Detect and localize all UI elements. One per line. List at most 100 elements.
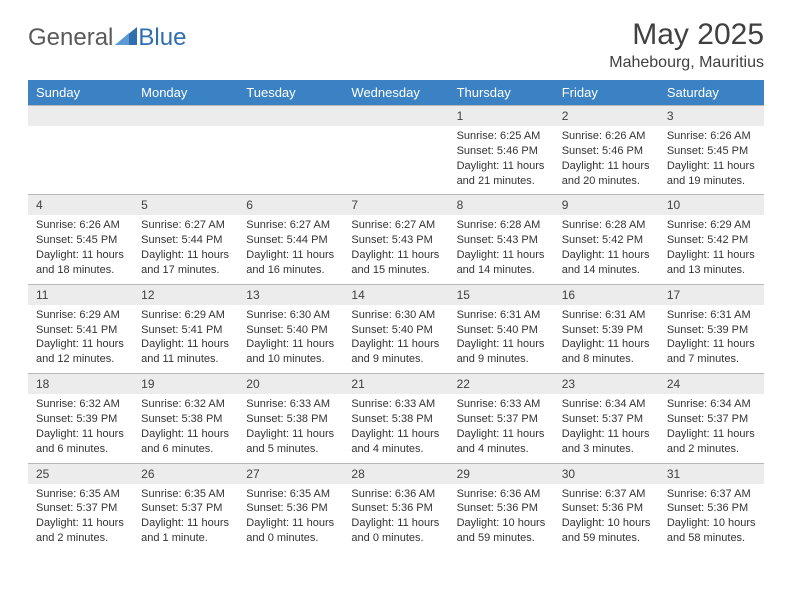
- day-number-cell: 20: [238, 374, 343, 395]
- daylight-line: Daylight: 11 hours and 4 minutes.: [457, 427, 546, 457]
- daynum-row: 123: [28, 106, 764, 127]
- sunset-line: Sunset: 5:37 PM: [141, 501, 230, 516]
- sunset-line: Sunset: 5:36 PM: [457, 501, 546, 516]
- sunrise-line: Sunrise: 6:35 AM: [141, 487, 230, 502]
- sunrise-line: Sunrise: 6:31 AM: [562, 308, 651, 323]
- sunset-line: Sunset: 5:43 PM: [351, 233, 440, 248]
- day-number-cell: 30: [554, 463, 659, 484]
- daylight-line: Daylight: 11 hours and 7 minutes.: [667, 337, 756, 367]
- sunrise-line: Sunrise: 6:30 AM: [351, 308, 440, 323]
- daylight-line: Daylight: 11 hours and 9 minutes.: [351, 337, 440, 367]
- day-number-cell: [343, 106, 448, 127]
- day-number-cell: 9: [554, 195, 659, 216]
- sunset-line: Sunset: 5:40 PM: [351, 323, 440, 338]
- sunrise-line: Sunrise: 6:26 AM: [36, 218, 125, 233]
- day-number-cell: 27: [238, 463, 343, 484]
- day-detail-cell: Sunrise: 6:31 AMSunset: 5:40 PMDaylight:…: [449, 305, 554, 374]
- sunrise-line: Sunrise: 6:29 AM: [667, 218, 756, 233]
- sunrise-line: Sunrise: 6:35 AM: [246, 487, 335, 502]
- weekday-header: Sunday: [28, 80, 133, 106]
- logo-text-blue: Blue: [138, 24, 186, 52]
- sunrise-line: Sunrise: 6:26 AM: [667, 129, 756, 144]
- sunrise-line: Sunrise: 6:36 AM: [351, 487, 440, 502]
- day-number-cell: 15: [449, 284, 554, 305]
- day-detail-cell: Sunrise: 6:30 AMSunset: 5:40 PMDaylight:…: [238, 305, 343, 374]
- calendar-body: 123 Sunrise: 6:25 AMSunset: 5:46 PMDayli…: [28, 106, 764, 552]
- sunrise-line: Sunrise: 6:33 AM: [351, 397, 440, 412]
- sunrise-line: Sunrise: 6:36 AM: [457, 487, 546, 502]
- day-detail-cell: Sunrise: 6:36 AMSunset: 5:36 PMDaylight:…: [343, 484, 448, 552]
- weekday-header-row: Sunday Monday Tuesday Wednesday Thursday…: [28, 80, 764, 106]
- sunset-line: Sunset: 5:40 PM: [457, 323, 546, 338]
- day-detail-cell: Sunrise: 6:29 AMSunset: 5:41 PMDaylight:…: [28, 305, 133, 374]
- sunset-line: Sunset: 5:37 PM: [36, 501, 125, 516]
- daylight-line: Daylight: 11 hours and 13 minutes.: [667, 248, 756, 278]
- weekday-header: Friday: [554, 80, 659, 106]
- daylight-line: Daylight: 11 hours and 3 minutes.: [562, 427, 651, 457]
- daylight-line: Daylight: 11 hours and 19 minutes.: [667, 159, 756, 189]
- logo: General Blue: [28, 18, 186, 52]
- daylight-line: Daylight: 11 hours and 12 minutes.: [36, 337, 125, 367]
- day-number-cell: [133, 106, 238, 127]
- sunrise-line: Sunrise: 6:30 AM: [246, 308, 335, 323]
- day-number-cell: 22: [449, 374, 554, 395]
- daylight-line: Daylight: 11 hours and 8 minutes.: [562, 337, 651, 367]
- day-number-cell: 25: [28, 463, 133, 484]
- day-detail-cell: Sunrise: 6:32 AMSunset: 5:39 PMDaylight:…: [28, 394, 133, 463]
- sunset-line: Sunset: 5:42 PM: [667, 233, 756, 248]
- day-detail-cell: Sunrise: 6:25 AMSunset: 5:46 PMDaylight:…: [449, 126, 554, 195]
- day-number-cell: 12: [133, 284, 238, 305]
- day-number-cell: 11: [28, 284, 133, 305]
- sunset-line: Sunset: 5:45 PM: [667, 144, 756, 159]
- day-number-cell: 24: [659, 374, 764, 395]
- day-detail-cell: Sunrise: 6:35 AMSunset: 5:37 PMDaylight:…: [133, 484, 238, 552]
- sunset-line: Sunset: 5:40 PM: [246, 323, 335, 338]
- detail-row: Sunrise: 6:25 AMSunset: 5:46 PMDaylight:…: [28, 126, 764, 195]
- day-number-cell: 7: [343, 195, 448, 216]
- daylight-line: Daylight: 11 hours and 0 minutes.: [351, 516, 440, 546]
- detail-row: Sunrise: 6:32 AMSunset: 5:39 PMDaylight:…: [28, 394, 764, 463]
- day-detail-cell: Sunrise: 6:29 AMSunset: 5:42 PMDaylight:…: [659, 215, 764, 284]
- day-detail-cell: Sunrise: 6:37 AMSunset: 5:36 PMDaylight:…: [554, 484, 659, 552]
- day-number-cell: 19: [133, 374, 238, 395]
- location: Mahebourg, Mauritius: [609, 54, 764, 72]
- sunrise-line: Sunrise: 6:33 AM: [246, 397, 335, 412]
- sunrise-line: Sunrise: 6:35 AM: [36, 487, 125, 502]
- day-detail-cell: Sunrise: 6:37 AMSunset: 5:36 PMDaylight:…: [659, 484, 764, 552]
- day-detail-cell: Sunrise: 6:27 AMSunset: 5:44 PMDaylight:…: [238, 215, 343, 284]
- daylight-line: Daylight: 11 hours and 5 minutes.: [246, 427, 335, 457]
- day-number-cell: [238, 106, 343, 127]
- daylight-line: Daylight: 10 hours and 59 minutes.: [457, 516, 546, 546]
- day-detail-cell: [238, 126, 343, 195]
- sunset-line: Sunset: 5:36 PM: [351, 501, 440, 516]
- sunset-line: Sunset: 5:46 PM: [457, 144, 546, 159]
- daylight-line: Daylight: 11 hours and 14 minutes.: [562, 248, 651, 278]
- day-number-cell: 8: [449, 195, 554, 216]
- day-detail-cell: Sunrise: 6:30 AMSunset: 5:40 PMDaylight:…: [343, 305, 448, 374]
- sunset-line: Sunset: 5:38 PM: [141, 412, 230, 427]
- day-detail-cell: Sunrise: 6:27 AMSunset: 5:44 PMDaylight:…: [133, 215, 238, 284]
- sunset-line: Sunset: 5:41 PM: [141, 323, 230, 338]
- daylight-line: Daylight: 11 hours and 21 minutes.: [457, 159, 546, 189]
- sunset-line: Sunset: 5:37 PM: [457, 412, 546, 427]
- sunrise-line: Sunrise: 6:29 AM: [141, 308, 230, 323]
- day-detail-cell: [28, 126, 133, 195]
- sunset-line: Sunset: 5:45 PM: [36, 233, 125, 248]
- daylight-line: Daylight: 11 hours and 11 minutes.: [141, 337, 230, 367]
- sunset-line: Sunset: 5:36 PM: [246, 501, 335, 516]
- header: General Blue May 2025 Mahebourg, Mauriti…: [28, 18, 764, 72]
- day-detail-cell: Sunrise: 6:26 AMSunset: 5:45 PMDaylight:…: [659, 126, 764, 195]
- sunset-line: Sunset: 5:39 PM: [667, 323, 756, 338]
- daylight-line: Daylight: 11 hours and 0 minutes.: [246, 516, 335, 546]
- daynum-row: 45678910: [28, 195, 764, 216]
- daylight-line: Daylight: 10 hours and 59 minutes.: [562, 516, 651, 546]
- daylight-line: Daylight: 11 hours and 17 minutes.: [141, 248, 230, 278]
- day-detail-cell: Sunrise: 6:28 AMSunset: 5:43 PMDaylight:…: [449, 215, 554, 284]
- daylight-line: Daylight: 11 hours and 6 minutes.: [36, 427, 125, 457]
- weekday-header: Thursday: [449, 80, 554, 106]
- sunset-line: Sunset: 5:37 PM: [562, 412, 651, 427]
- sunrise-line: Sunrise: 6:31 AM: [667, 308, 756, 323]
- day-detail-cell: Sunrise: 6:31 AMSunset: 5:39 PMDaylight:…: [554, 305, 659, 374]
- sunset-line: Sunset: 5:38 PM: [351, 412, 440, 427]
- sunrise-line: Sunrise: 6:33 AM: [457, 397, 546, 412]
